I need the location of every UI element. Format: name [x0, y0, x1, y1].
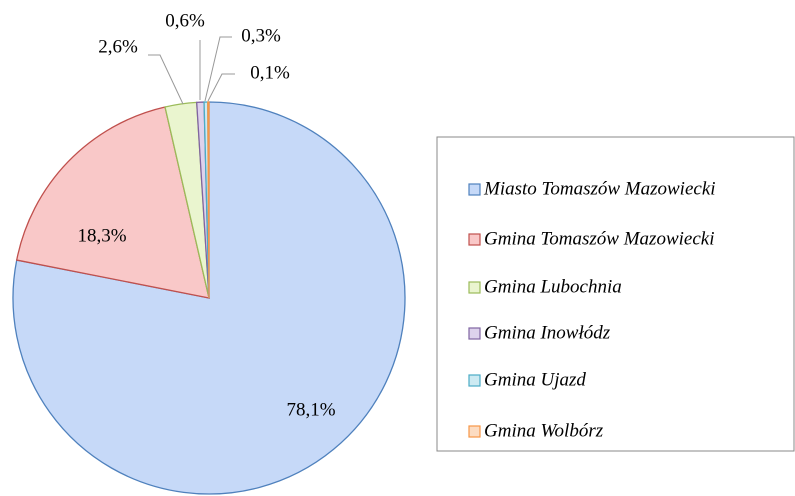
legend-label: Gmina Ujazd [484, 369, 586, 390]
legend-label: Gmina Tomaszów Mazowiecki [484, 228, 714, 249]
data-label: 2,6% [98, 36, 138, 57]
legend-swatch [468, 183, 481, 196]
data-label: 18,3% [77, 225, 126, 246]
legend-swatch [468, 374, 481, 387]
data-label: 78,1% [286, 399, 335, 420]
leader-line [148, 54, 184, 105]
leader-line [207, 73, 235, 102]
data-label: 0,3% [241, 25, 281, 46]
pie-slice [207, 101, 210, 299]
legend-label: Miasto Tomaszów Mazowiecki [483, 178, 716, 199]
legend-label: Gmina Inowłódz [484, 322, 611, 343]
legend-box [436, 136, 795, 452]
legend-swatch [468, 233, 481, 246]
legend-swatch [468, 281, 481, 294]
legend-label: Gmina Wolbórz [484, 420, 604, 441]
legend-swatch [468, 327, 481, 340]
data-label: 0,6% [165, 10, 205, 31]
legend-swatch [468, 425, 481, 438]
data-label: 0,1% [250, 62, 290, 83]
legend-label: Gmina Lubochnia [484, 276, 622, 297]
leader-line [204, 36, 232, 102]
pie-slice [15, 106, 210, 299]
